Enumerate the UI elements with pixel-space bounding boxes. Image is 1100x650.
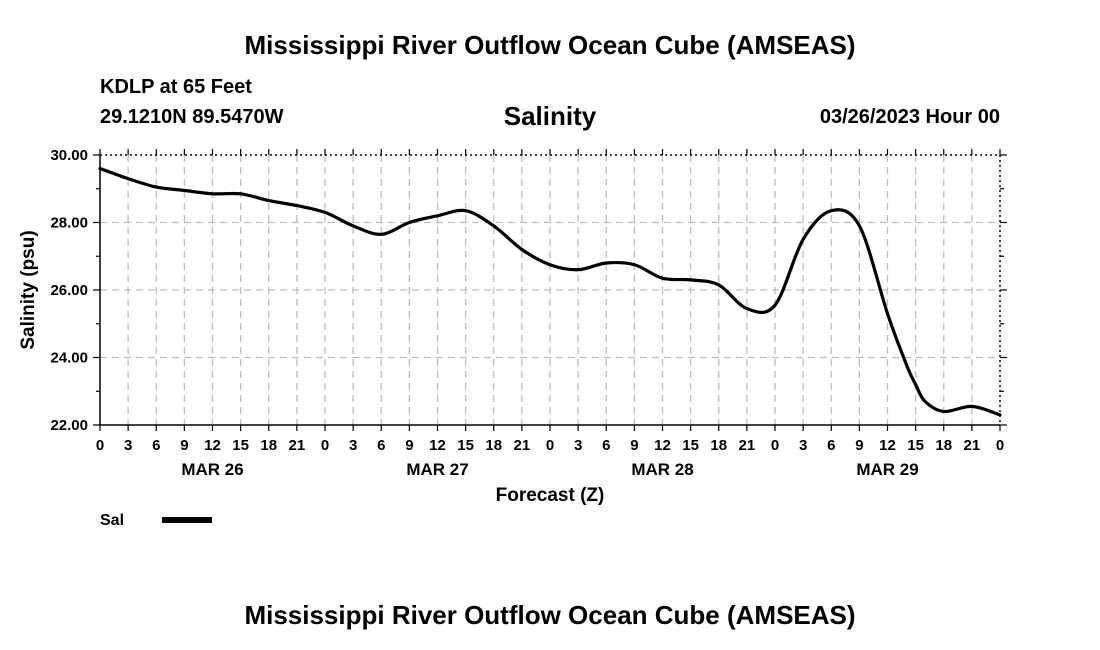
x-tick-label: 0 bbox=[96, 437, 104, 454]
day-label: MAR 26 bbox=[181, 460, 243, 479]
x-tick-label: 18 bbox=[485, 437, 502, 454]
day-label: MAR 27 bbox=[406, 460, 468, 479]
x-tick-label: 6 bbox=[602, 437, 610, 454]
x-tick-label: 21 bbox=[964, 437, 981, 454]
x-tick-label: 12 bbox=[204, 437, 221, 454]
station-label: KDLP at 65 Feet bbox=[100, 76, 252, 98]
series-point bbox=[914, 383, 918, 386]
series-point bbox=[154, 185, 158, 189]
axes bbox=[93, 149, 1007, 431]
x-tick-label: 15 bbox=[457, 437, 474, 454]
x-tick-label: 3 bbox=[349, 437, 357, 454]
series-point bbox=[576, 268, 580, 272]
series-point bbox=[295, 204, 299, 208]
variable-title: Salinity bbox=[503, 101, 597, 131]
x-axis-title: Forecast (Z) bbox=[496, 485, 605, 506]
series-point bbox=[942, 410, 946, 413]
x-tick-label: 9 bbox=[180, 437, 188, 454]
legend-label: Sal bbox=[100, 512, 124, 529]
y-tick-label: 26.00 bbox=[50, 282, 88, 299]
series-point bbox=[379, 232, 383, 236]
series-point bbox=[904, 362, 908, 366]
x-tick-label: 18 bbox=[710, 437, 727, 454]
x-tick-label: 15 bbox=[232, 437, 249, 454]
x-tick-label: 9 bbox=[630, 437, 638, 454]
axis-labels: 22.00 24.00 26.00 28.00 30.00 0 3 6 9 12 15 18 21 0 3 6… bbox=[18, 147, 1004, 506]
chart-main-title: Mississippi River Outflow Ocean Cube (AM… bbox=[244, 30, 856, 60]
station-coordinates: 29.1210N 89.5470W bbox=[100, 106, 284, 128]
x-tick-label: 9 bbox=[855, 437, 863, 454]
x-tick-label: 9 bbox=[405, 437, 413, 454]
series-point bbox=[98, 167, 102, 170]
series-point bbox=[436, 214, 439, 218]
series-point bbox=[126, 177, 130, 181]
grid-lines bbox=[100, 155, 1000, 425]
x-tick-label: 18 bbox=[260, 437, 277, 454]
series-point bbox=[407, 221, 411, 224]
legend: Sal bbox=[100, 512, 212, 529]
x-tick-label: 18 bbox=[935, 437, 952, 454]
day-label: MAR 28 bbox=[631, 460, 693, 479]
series-layer bbox=[98, 166, 1002, 417]
series-point bbox=[857, 224, 861, 228]
series-point bbox=[323, 210, 327, 214]
series-point bbox=[182, 189, 186, 192]
series-point bbox=[801, 237, 805, 241]
series-line-sal bbox=[98, 166, 1002, 417]
series-point bbox=[970, 405, 974, 408]
x-tick-label: 6 bbox=[377, 437, 385, 454]
chart-footer-title: Mississippi River Outflow Ocean Cube (AM… bbox=[244, 600, 856, 630]
series-point bbox=[548, 263, 552, 267]
x-tick-label: 21 bbox=[514, 437, 531, 454]
series-point bbox=[998, 413, 1002, 417]
x-tick-label: 0 bbox=[321, 437, 329, 454]
x-tick-label: 12 bbox=[879, 437, 896, 454]
x-tick-label: 3 bbox=[124, 437, 132, 454]
x-tick-label: 0 bbox=[546, 437, 554, 454]
x-tick-label: 0 bbox=[771, 437, 779, 454]
series-point bbox=[632, 263, 636, 267]
series-point bbox=[661, 276, 664, 280]
series-point bbox=[267, 199, 271, 202]
x-tick-label: 3 bbox=[574, 437, 582, 454]
y-tick-label: 28.00 bbox=[50, 215, 88, 232]
series-point bbox=[239, 192, 243, 196]
x-tick-label: 3 bbox=[799, 437, 807, 454]
y-tick-label: 30.00 bbox=[50, 147, 88, 164]
series-point bbox=[773, 303, 777, 307]
x-tick-label: 12 bbox=[429, 437, 446, 454]
series-point bbox=[464, 209, 468, 213]
series-point bbox=[351, 224, 355, 228]
run-time-label: 03/26/2023 Hour 00 bbox=[819, 106, 1000, 128]
x-tick-label: 6 bbox=[827, 437, 835, 454]
series-point bbox=[886, 312, 889, 316]
y-axis-title: Salinity (psu) bbox=[18, 230, 39, 349]
y-tick-label: 22.00 bbox=[50, 417, 88, 434]
series-point bbox=[923, 399, 927, 403]
series-point bbox=[520, 248, 524, 251]
day-label: MAR 29 bbox=[856, 460, 918, 479]
series-point bbox=[492, 224, 496, 228]
x-tick-label: 21 bbox=[739, 437, 756, 454]
series-point bbox=[604, 261, 608, 265]
series-point bbox=[717, 283, 721, 287]
x-tick-label: 21 bbox=[289, 437, 306, 454]
y-tick-label: 24.00 bbox=[50, 350, 88, 367]
x-tick-label: 6 bbox=[152, 437, 160, 454]
x-tick-label: 15 bbox=[682, 437, 699, 454]
x-tick-label: 0 bbox=[996, 437, 1004, 454]
x-tick-label: 12 bbox=[654, 437, 671, 454]
series-point bbox=[211, 192, 214, 196]
series-point bbox=[829, 209, 833, 213]
series-point bbox=[745, 307, 749, 310]
x-tick-label: 15 bbox=[907, 437, 924, 454]
series-point bbox=[689, 278, 693, 282]
